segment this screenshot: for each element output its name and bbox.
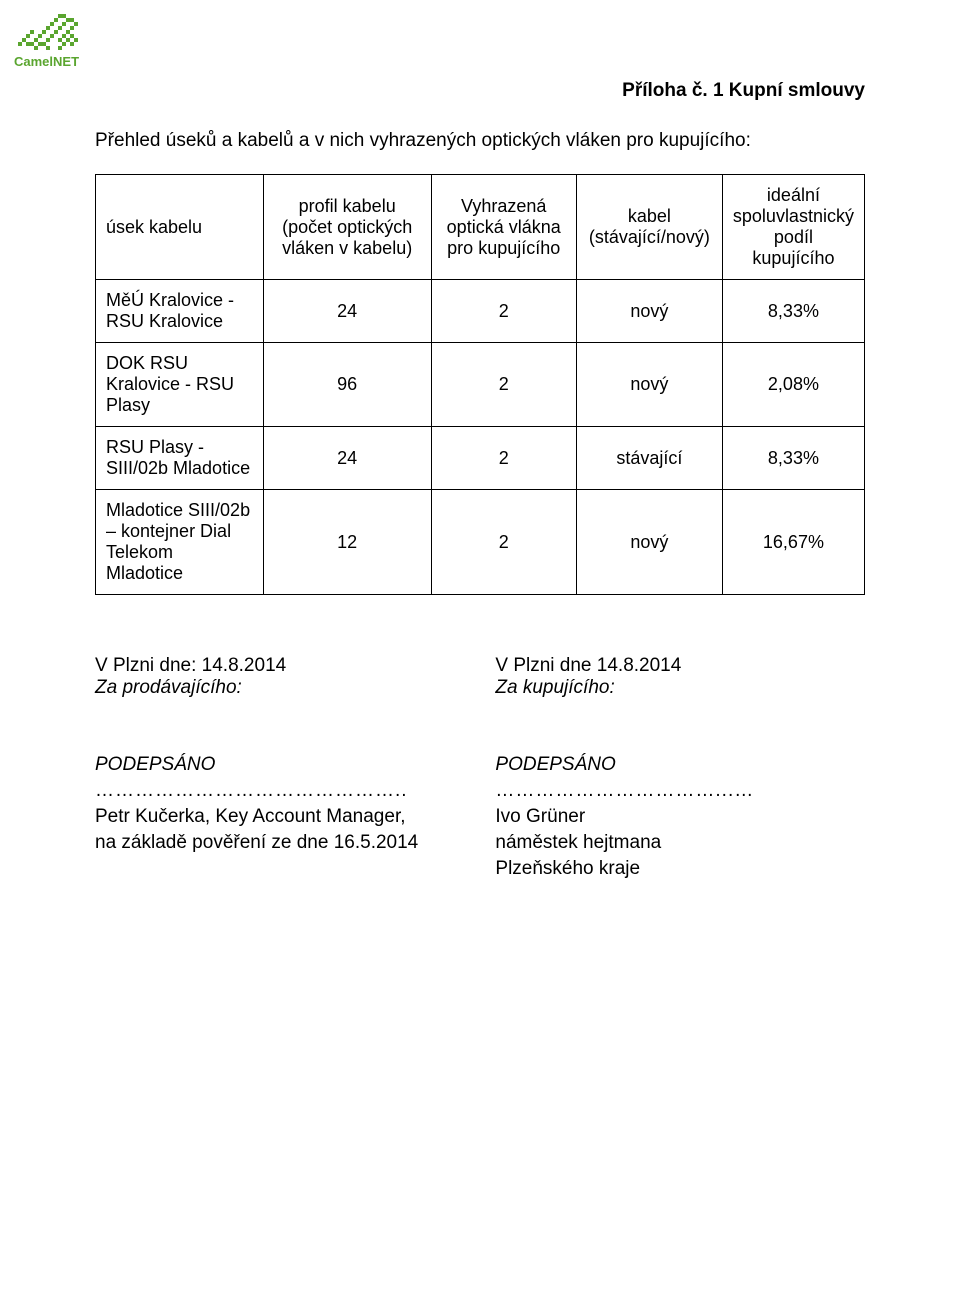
cell-profile: 96 [263,343,431,427]
th-section: úsek kabelu [96,175,264,280]
cell-reserved: 2 [431,280,576,343]
table-header-row: úsek kabelu profil kabelu (počet optický… [96,175,865,280]
cell-profile: 24 [263,427,431,490]
buyer-date: V Plzni dne 14.8.2014 [495,655,865,677]
cell-cable: nový [576,490,722,595]
cell-profile: 24 [263,280,431,343]
th-section-label: úsek kabelu [106,217,202,237]
signed-right: PODEPSÁNO [495,754,865,776]
brand-logo: CamelNET [12,8,92,75]
names-row-2: na základě pověření ze dne 16.5.2014 nám… [95,832,865,854]
page: CamelNET Příloha č. 1 Kupní smlouvy Přeh… [0,0,960,1297]
th-share-l1: ideální [733,185,854,206]
cell-share: 2,08% [722,343,864,427]
th-profile-l2: (počet optických vláken v kabelu) [274,217,421,259]
table-row: Mladotice SIII/02b – kontejner Dial Tele… [96,490,865,595]
th-share-l2: spoluvlastnický podíl kupujícího [733,206,854,269]
buyer-region: Plzeňského kraje [495,858,865,880]
signed-left: PODEPSÁNO [95,754,495,776]
cell-profile: 12 [263,490,431,595]
cell-cable: nový [576,280,722,343]
sig-right-col: V Plzni dne 14.8.2014 Za kupujícího: [495,655,865,699]
th-cable-l2: (stávající/nový) [587,227,712,248]
table-row: MěÚ Kralovice - RSU Kralovice 24 2 nový … [96,280,865,343]
dots-left: ……………………………………….. [95,780,495,802]
cell-section: MěÚ Kralovice - RSU Kralovice [96,280,264,343]
cell-cable: stávající [576,427,722,490]
signed-row: PODEPSÁNO PODEPSÁNO [95,754,865,776]
sig-left-col: V Plzni dne: 14.8.2014 Za prodávajícího: [95,655,495,699]
cell-section: Mladotice SIII/02b – kontejner Dial Tele… [96,490,264,595]
cell-reserved: 2 [431,427,576,490]
intro-text: Přehled úseků a kabelů a v nich vyhrazen… [95,130,865,152]
cell-section: RSU Plasy - SIII/02b Mladotice [96,427,264,490]
empty-left [95,858,495,880]
table-row: RSU Plasy - SIII/02b Mladotice 24 2 stáv… [96,427,865,490]
logo-text: CamelNET [14,54,79,69]
buyer-role: náměstek hejtmana [495,832,865,854]
seller-label: Za prodávajícího: [95,677,495,699]
camel-icon: CamelNET [12,8,92,70]
cell-share: 8,33% [722,280,864,343]
buyer-name: Ivo Grüner [495,806,865,828]
th-share: ideální spoluvlastnický podíl kupujícího [722,175,864,280]
seller-date: V Plzni dne: 14.8.2014 [95,655,495,677]
names-row-3: Plzeňského kraje [95,858,865,880]
cell-reserved: 2 [431,343,576,427]
signature-dates: V Plzni dne: 14.8.2014 Za prodávajícího:… [95,655,865,699]
th-reserved-l1: Vyhrazená [442,196,566,217]
buyer-label: Za kupujícího: [495,677,865,699]
th-profile-l1: profil kabelu [274,196,421,217]
seller-basis: na základě pověření ze dne 16.5.2014 [95,832,495,854]
document-title: Příloha č. 1 Kupní smlouvy [95,80,865,102]
dots-row: ……………………………………….. ……………………………...… [95,780,865,802]
cell-share: 16,67% [722,490,864,595]
cell-cable: nový [576,343,722,427]
dots-right: ……………………………...… [495,780,865,802]
th-reserved-l2: optická vlákna pro kupujícího [442,217,566,259]
th-profile: profil kabelu (počet optických vláken v … [263,175,431,280]
names-row-1: Petr Kučerka, Key Account Manager, Ivo G… [95,806,865,828]
th-reserved: Vyhrazená optická vlákna pro kupujícího [431,175,576,280]
th-cable-l1: kabel [587,206,712,227]
cell-section: DOK RSU Kralovice - RSU Plasy [96,343,264,427]
th-cable: kabel (stávající/nový) [576,175,722,280]
cell-share: 8,33% [722,427,864,490]
cell-reserved: 2 [431,490,576,595]
seller-name: Petr Kučerka, Key Account Manager, [95,806,495,828]
table-row: DOK RSU Kralovice - RSU Plasy 96 2 nový … [96,343,865,427]
fibre-table: úsek kabelu profil kabelu (počet optický… [95,174,865,595]
